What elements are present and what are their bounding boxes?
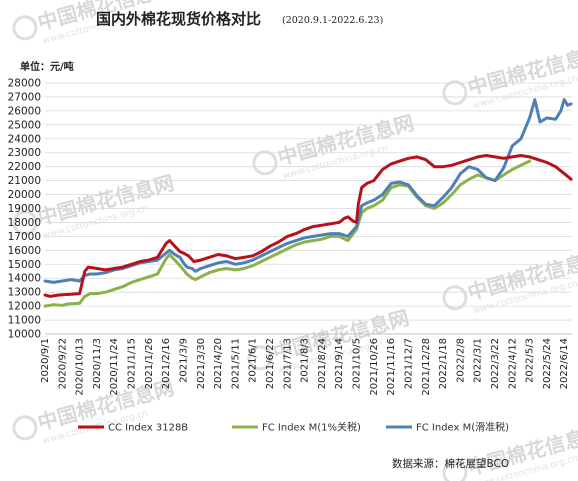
y-tick-label: 22000	[8, 161, 41, 173]
y-tick-label: 10000	[8, 329, 41, 341]
watermark-logo-icon	[247, 345, 273, 371]
chart-title: 国内外棉花现货价格对比	[96, 10, 261, 28]
x-tick-label: 2021/10/5	[352, 338, 363, 389]
y-tick-label: 26000	[8, 105, 41, 117]
y-tick-label: 16000	[8, 245, 41, 257]
x-tick-label: 2022/5/24	[542, 338, 553, 389]
x-tick-label: 2021/8/24	[317, 338, 328, 389]
y-tick-label: 17000	[8, 231, 41, 243]
x-tick-label: 2021/11/16	[386, 338, 397, 396]
series-line-2	[43, 159, 532, 308]
x-tick-label: 2020/10/13	[75, 338, 86, 396]
x-tick-label: 2022/1/18	[438, 338, 449, 389]
y-tick-label: 19000	[8, 203, 41, 215]
y-tick-label: 11000	[8, 315, 41, 327]
x-tick-label: 2021/8/3	[300, 338, 311, 383]
watermark-logo-icon	[442, 80, 468, 106]
x-tick-label: 2021/12/28	[421, 338, 432, 396]
x-tick-label: 2021/1/15	[127, 338, 138, 389]
x-tick-label: 2021/1/26	[144, 338, 155, 389]
x-tick-label: 2021/6/22	[265, 338, 276, 389]
y-tick-label: 14000	[8, 273, 41, 285]
y-tick-label: 24000	[8, 133, 41, 145]
x-tick-label: 2021/10/26	[369, 338, 380, 396]
legend: CC Index 3128B FC Index M(1%关税) FC Index M…	[78, 421, 509, 434]
legend-label: CC Index 3128B	[108, 423, 188, 434]
x-tick-label: 2021/12/7	[403, 338, 414, 389]
y-tick-label: 23000	[8, 147, 41, 159]
x-tick-label: 2022/3/22	[490, 338, 501, 389]
y-tick-label: 25000	[8, 119, 41, 131]
x-tick-label: 2020/11/24	[109, 338, 120, 396]
x-tick-label: 2020/11/3	[92, 338, 103, 389]
chart-subtitle: (2020.9.1-2022.6.23)	[282, 15, 383, 26]
legend-label: FC Index M(滑准税)	[416, 421, 509, 434]
x-tick-label: 2021/3/30	[196, 338, 207, 389]
watermark-logo-icon	[442, 460, 468, 481]
watermark-logo-icon	[12, 210, 38, 236]
y-tick-label: 15000	[8, 259, 41, 271]
y-tick-label: 27000	[8, 91, 41, 103]
y-tick-label: 28000	[8, 78, 41, 90]
watermark-logo-icon	[442, 285, 468, 311]
x-tick-label: 2022/2/8	[455, 338, 466, 383]
x-tick-label: 2022/4/12	[507, 338, 518, 389]
y-axis: 10000 11000 12000 13000 14000 15000 16000 17000…	[8, 78, 41, 341]
y-tick-label: 12000	[8, 301, 41, 313]
gridlines	[45, 82, 572, 335]
watermark-logo-icon	[12, 415, 38, 441]
y-tick-label: 21000	[8, 175, 41, 187]
series-line-1	[43, 154, 573, 298]
x-tick-label: 2021/6/1	[248, 338, 259, 383]
x-tick-label: 2020/9/1	[40, 338, 51, 383]
x-tick-label: 2021/5/11	[230, 338, 241, 389]
x-tick-label: 2022/6/14	[559, 338, 570, 389]
x-tick-label: 2020/9/22	[57, 338, 68, 389]
x-tick-label: 2021/7/13	[282, 338, 293, 389]
x-tick-label: 2022/5/3	[525, 338, 536, 383]
watermark-logo-icon	[12, 15, 38, 41]
x-tick-label: 2021/3/9	[178, 338, 189, 383]
legend-label: FC Index M(1%关税)	[262, 421, 361, 434]
y-tick-label: 20000	[8, 189, 41, 201]
x-tick-label: 2021/4/20	[213, 338, 224, 389]
x-tick-label: 2022/3/1	[473, 338, 484, 383]
series-lines	[43, 98, 573, 308]
y-tick-label: 18000	[8, 217, 41, 229]
data-source: 数据来源：棉花展望BCO	[392, 457, 509, 470]
y-tick-label: 13000	[8, 287, 41, 299]
unit-label: 单位：元/吨	[20, 60, 74, 73]
x-tick-label: 2021/2/16	[161, 338, 172, 389]
watermark-logo-icon	[252, 150, 278, 176]
x-tick-label: 2021/9/14	[334, 338, 345, 389]
x-axis: 2020/9/1 2020/9/22 2020/10/13 2020/11/3 2020…	[40, 333, 572, 396]
